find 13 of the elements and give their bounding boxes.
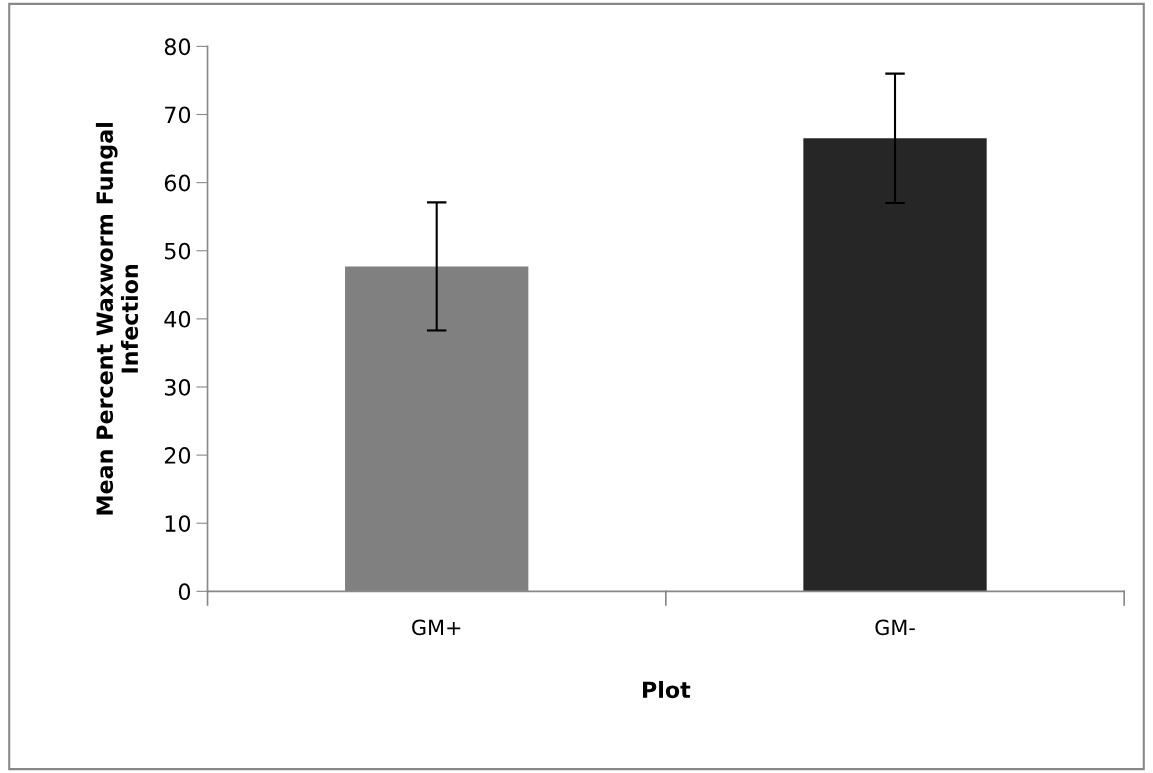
y-axis-title: Mean Percent Waxworm Fungal Infection [95, 123, 139, 515]
x-tick-label: GM+ [412, 619, 461, 636]
x-axis-title: Plot [643, 680, 691, 699]
y-tick-label: 10 [165, 515, 191, 532]
y-tick-label: 20 [164, 447, 191, 464]
y-tick-label: 60 [164, 174, 191, 192]
y-tick-label: 80 [164, 38, 191, 56]
y-tick-label: 70 [165, 106, 191, 124]
y-tick-label: 30 [164, 378, 191, 396]
x-tick-label: GM- [875, 619, 915, 636]
y-tick-label: 40 [164, 310, 191, 328]
y-tick-label: 0 [178, 583, 191, 601]
y-tick-label: 50 [165, 242, 191, 260]
